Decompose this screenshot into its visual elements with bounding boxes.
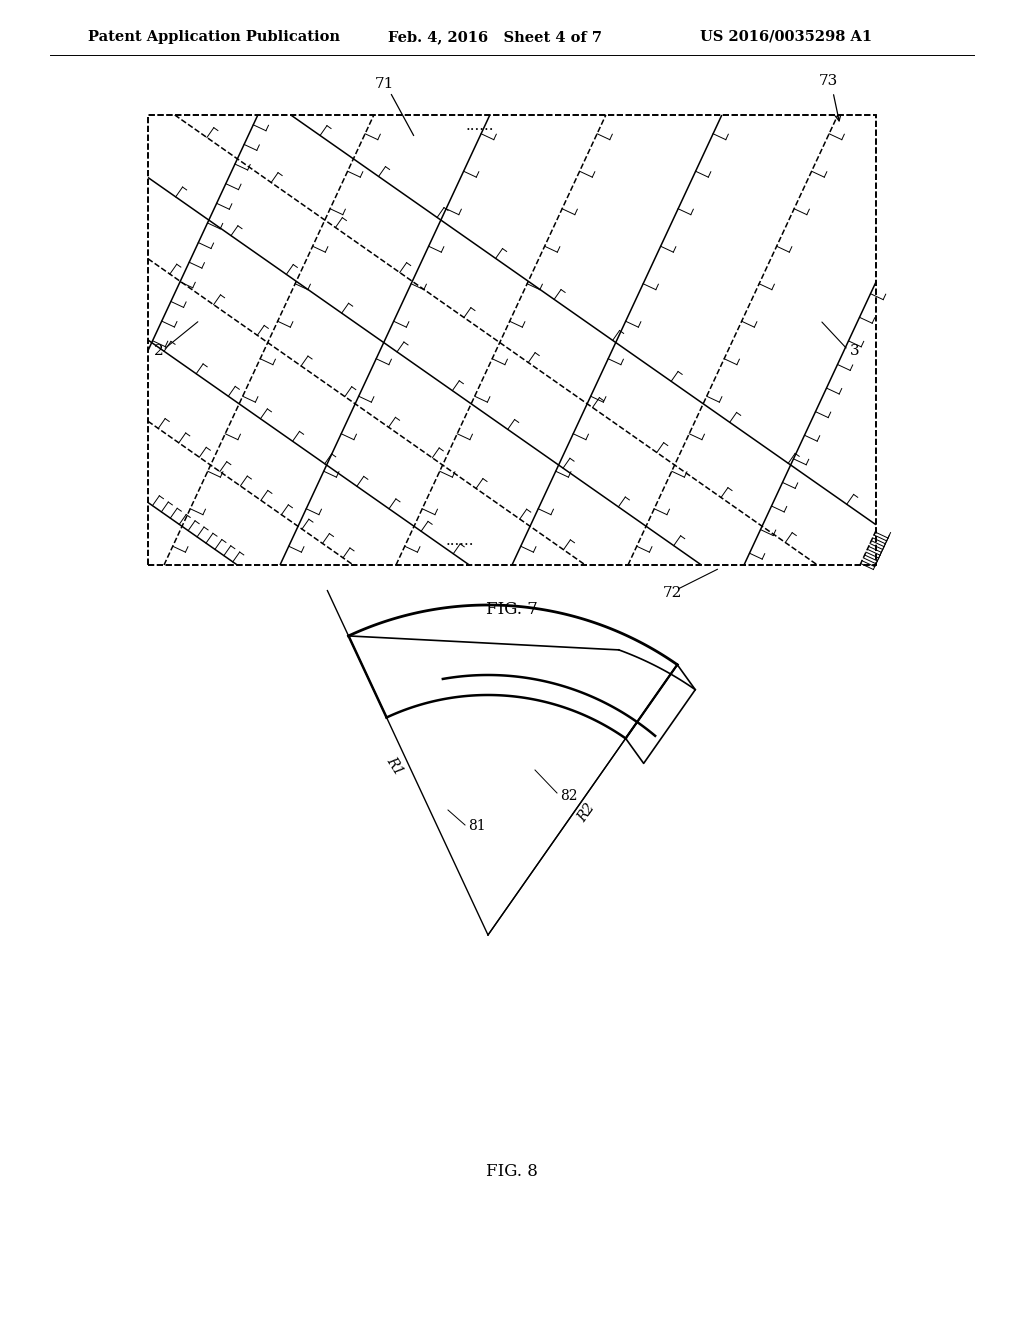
Text: Patent Application Publication: Patent Application Publication <box>88 30 340 44</box>
Text: ......: ...... <box>466 119 495 133</box>
Text: 2: 2 <box>154 345 164 358</box>
Text: 73: 73 <box>818 74 838 88</box>
Bar <box>148 115 876 565</box>
Text: Feb. 4, 2016   Sheet 4 of 7: Feb. 4, 2016 Sheet 4 of 7 <box>388 30 602 44</box>
Text: 81: 81 <box>468 818 485 833</box>
Text: R1: R1 <box>383 755 406 779</box>
Bar <box>148 115 876 565</box>
Text: ......: ...... <box>445 535 474 548</box>
Text: US 2016/0035298 A1: US 2016/0035298 A1 <box>700 30 872 44</box>
Text: 71: 71 <box>375 77 393 91</box>
Text: 82: 82 <box>560 789 578 803</box>
Text: 3: 3 <box>850 345 859 358</box>
Text: FIG. 8: FIG. 8 <box>486 1163 538 1180</box>
Text: 72: 72 <box>663 586 682 601</box>
Text: R2: R2 <box>575 801 598 825</box>
Text: FIG. 7: FIG. 7 <box>486 602 538 619</box>
